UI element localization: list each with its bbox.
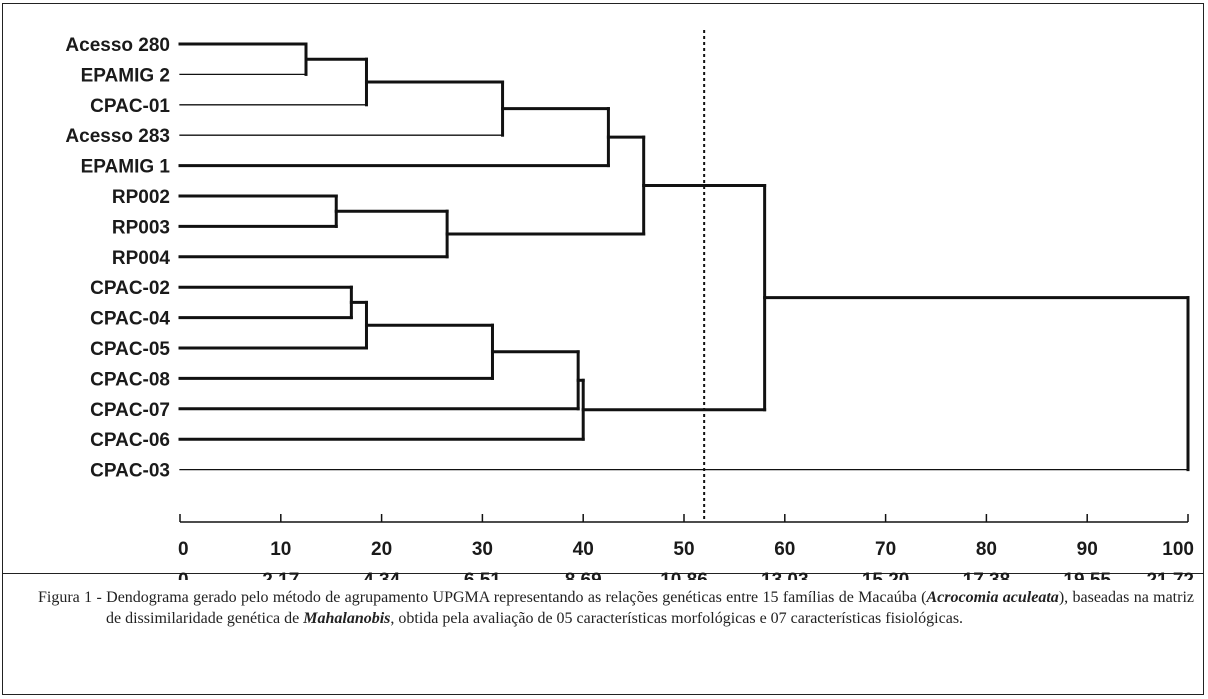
leaf-label: CPAC-05 bbox=[90, 339, 170, 360]
tick-label-primary: 0 bbox=[178, 539, 189, 560]
tick-label-primary: 40 bbox=[573, 539, 594, 560]
tick-label-secondary: 19,55 bbox=[1063, 570, 1111, 580]
tick-label-primary: 30 bbox=[472, 539, 493, 560]
leaf-label: EPAMIG 2 bbox=[81, 65, 170, 86]
tick-label-secondary: 4,34 bbox=[363, 570, 400, 580]
leaf-label: Acesso 283 bbox=[65, 126, 170, 147]
tick-label-secondary: 10,86 bbox=[660, 570, 708, 580]
tick-label-primary: 10 bbox=[270, 539, 291, 560]
tick-label-secondary: 13,03 bbox=[761, 570, 809, 580]
caption-method: Mahalanobis bbox=[303, 610, 391, 627]
caption-text-1: Dendograma gerado pelo método de agrupam… bbox=[106, 589, 927, 606]
tick-label-secondary: 0 bbox=[178, 570, 189, 580]
tick-label-secondary: 6,51 bbox=[464, 570, 501, 580]
x-axis: 0 0 10 2,17 20 4,34 30 6,51 40 8,69 50 10,86 60 13,03… bbox=[178, 514, 1194, 580]
leaf-label: CPAC-07 bbox=[90, 400, 170, 421]
leaf-label: CPAC-08 bbox=[90, 369, 170, 390]
leaf-label: Acesso 280 bbox=[65, 35, 170, 56]
caption-text-2: ), baseadas na matriz de dissimilaridade… bbox=[106, 589, 1195, 627]
leaf-label: EPAMIG 1 bbox=[81, 157, 171, 178]
leaf-label: RP002 bbox=[112, 187, 170, 208]
tick-label-secondary: 21,72 bbox=[1146, 570, 1194, 580]
tick-label-secondary: 17,38 bbox=[963, 570, 1011, 580]
leaf-label: CPAC-02 bbox=[90, 278, 170, 299]
leaf-labels: Acesso 280 EPAMIG 2 CPAC-01 Acesso 283 EPAMI… bbox=[65, 35, 170, 482]
leaf-label: CPAC-01 bbox=[90, 96, 170, 117]
figure-caption: Figura 1 - Dendograma gerado pelo método… bbox=[38, 587, 1194, 629]
leaf-label: CPAC-06 bbox=[90, 430, 170, 451]
tick-label-primary: 20 bbox=[371, 539, 392, 560]
figure-frame bbox=[2, 3, 1204, 695]
tick-label-secondary: 15,20 bbox=[862, 570, 910, 580]
caption-species: Acrocomia aculeata bbox=[926, 589, 1059, 606]
tick-label-secondary: 2,17 bbox=[262, 570, 299, 580]
tick-label-primary: 100 bbox=[1162, 539, 1194, 560]
caption-label: Figura 1 - bbox=[38, 589, 107, 606]
leaf-label: RP003 bbox=[112, 217, 170, 238]
leaf-label: CPAC-03 bbox=[90, 461, 170, 482]
leaf-label: CPAC-04 bbox=[90, 309, 170, 330]
dendrogram: Acesso 280 EPAMIG 2 CPAC-01 Acesso 283 EPAMI… bbox=[65, 30, 1194, 580]
tick-label-primary: 50 bbox=[673, 539, 694, 560]
tick-label-primary: 70 bbox=[875, 539, 896, 560]
tick-label-secondary: 8,69 bbox=[565, 570, 602, 580]
dendrogram-branches bbox=[178, 42, 1190, 472]
plot-frame bbox=[2, 3, 1204, 574]
tick-label-primary: 90 bbox=[1077, 539, 1098, 560]
tick-label-primary: 60 bbox=[774, 539, 795, 560]
leaf-label: RP004 bbox=[112, 248, 171, 269]
tick-label-primary: 80 bbox=[976, 539, 997, 560]
caption-text-3: , obtida pela avaliação de 05 caracterís… bbox=[390, 610, 964, 627]
